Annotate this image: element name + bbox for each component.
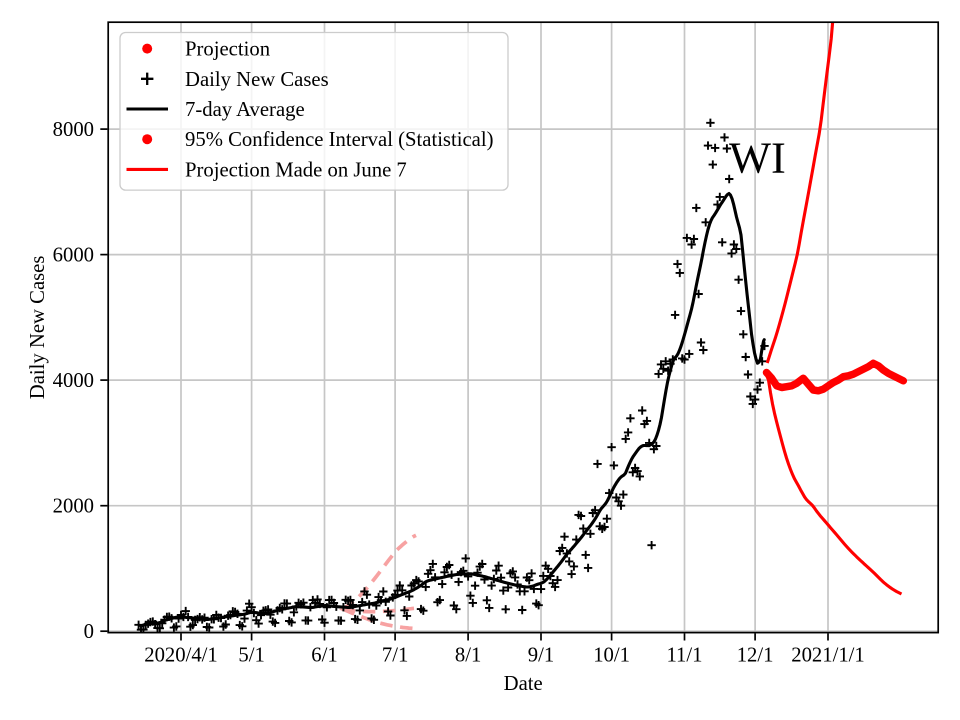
svg-text:2000: 2000 xyxy=(53,496,94,518)
svg-text:8000: 8000 xyxy=(53,119,94,141)
svg-text:10/1: 10/1 xyxy=(593,645,630,667)
svg-text:4000: 4000 xyxy=(53,370,94,392)
svg-text:95% Confidence Interval (Stati: 95% Confidence Interval (Statistical) xyxy=(185,129,493,151)
svg-text:2021/1/1: 2021/1/1 xyxy=(791,645,865,667)
svg-text:Daily New Cases: Daily New Cases xyxy=(185,69,329,91)
svg-text:Daily New Cases: Daily New Cases xyxy=(27,256,49,400)
svg-text:5/1: 5/1 xyxy=(238,645,264,667)
svg-text:7/1: 7/1 xyxy=(382,645,408,667)
svg-text:2020/4/1: 2020/4/1 xyxy=(144,645,218,667)
svg-text:11/1: 11/1 xyxy=(666,645,702,667)
svg-text:7-day Average: 7-day Average xyxy=(185,99,305,121)
svg-text:6000: 6000 xyxy=(53,245,94,267)
svg-text:WI: WI xyxy=(729,133,786,183)
svg-text:12/1: 12/1 xyxy=(737,645,774,667)
svg-text:0: 0 xyxy=(84,621,94,643)
svg-text:Projection: Projection xyxy=(185,39,271,61)
svg-text:6/1: 6/1 xyxy=(311,645,337,667)
svg-text:8/1: 8/1 xyxy=(455,645,481,667)
svg-text:Projection Made on June 7: Projection Made on June 7 xyxy=(185,159,407,181)
svg-text:Date: Date xyxy=(504,673,543,695)
svg-text:9/1: 9/1 xyxy=(528,645,554,667)
